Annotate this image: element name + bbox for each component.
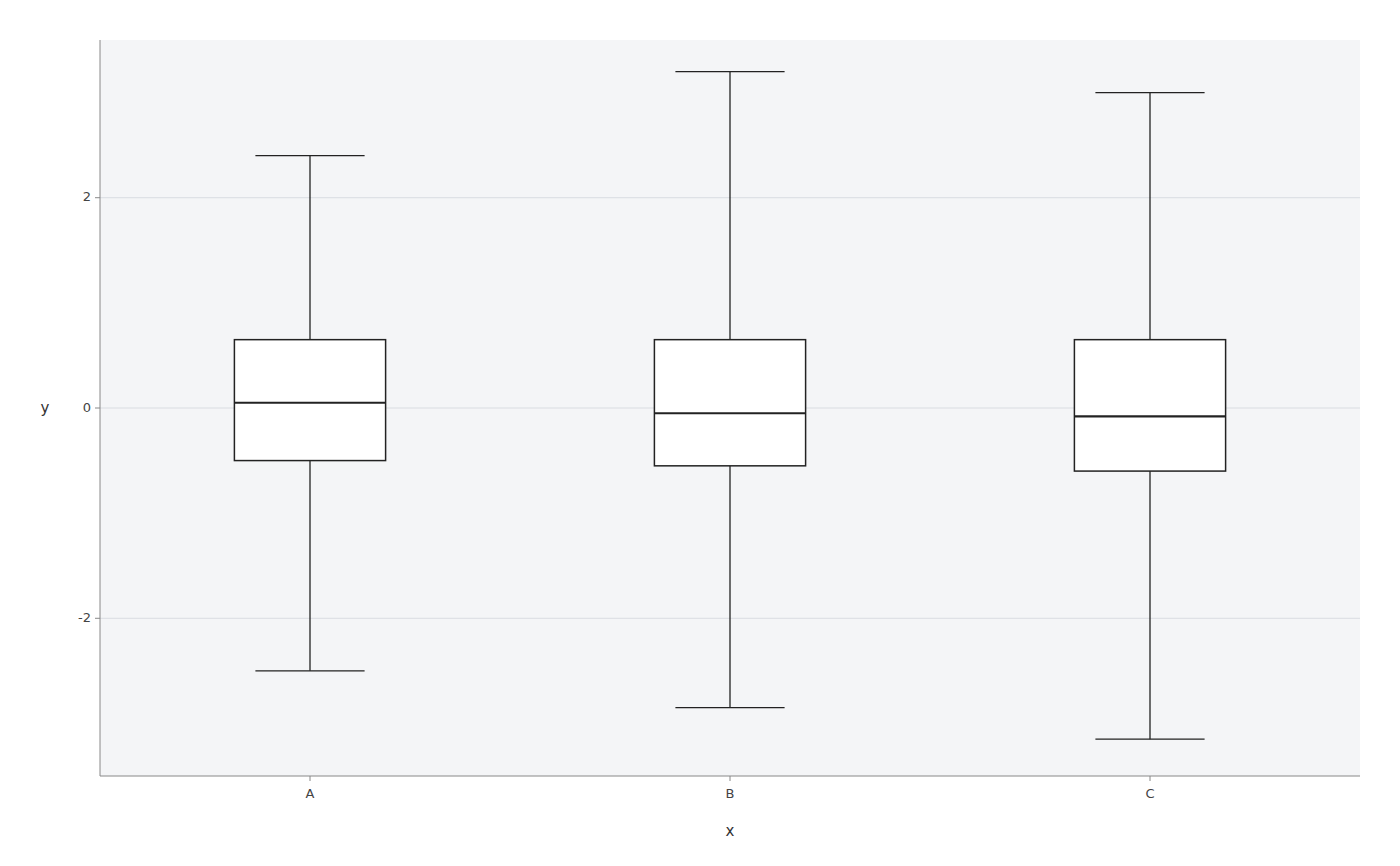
- median: [234, 402, 385, 404]
- box: [1074, 340, 1225, 471]
- x-tick-label: C: [1145, 786, 1154, 801]
- y-tick-label: -2: [78, 610, 91, 625]
- y-tick: [95, 197, 100, 198]
- box-group: [234, 156, 385, 671]
- cap-low: [255, 670, 364, 671]
- y-tick-label: 2: [83, 189, 91, 204]
- x-axis-label: x: [726, 822, 735, 840]
- cap-low: [675, 707, 784, 708]
- whisker-high: [729, 72, 730, 340]
- axes: -2 0 2 A B C: [78, 40, 1360, 801]
- plot-background: [100, 40, 1360, 776]
- chart-svg: -2 0 2 A B Cx y: [0, 0, 1400, 866]
- cap-low: [1095, 739, 1204, 740]
- box: [654, 340, 805, 466]
- box-group: [1074, 93, 1225, 740]
- whisker-high: [1149, 93, 1150, 340]
- y-tick: [95, 408, 100, 409]
- whisker-high: [309, 156, 310, 340]
- box-group: [654, 72, 805, 708]
- x-tick: [1150, 776, 1151, 781]
- x-tick: [310, 776, 311, 781]
- whisker-low: [1149, 471, 1150, 739]
- x-tick-label: A: [306, 786, 315, 801]
- box: [234, 340, 385, 461]
- y-axis-label: y: [41, 399, 50, 417]
- x-tick: [730, 776, 731, 781]
- median: [654, 412, 805, 414]
- whisker-low: [309, 461, 310, 671]
- median: [1074, 415, 1225, 417]
- cap-high: [255, 155, 364, 156]
- x-tick-label: B: [726, 786, 735, 801]
- whisker-low: [729, 466, 730, 708]
- cap-high: [675, 71, 784, 72]
- y-tick-label: 0: [83, 400, 91, 415]
- y-tick: [95, 618, 100, 619]
- cap-high: [1095, 92, 1204, 93]
- boxes: [234, 72, 1225, 740]
- y-axis-line: [100, 40, 101, 776]
- chart-container: -2 0 2 A B Cx y: [0, 0, 1400, 866]
